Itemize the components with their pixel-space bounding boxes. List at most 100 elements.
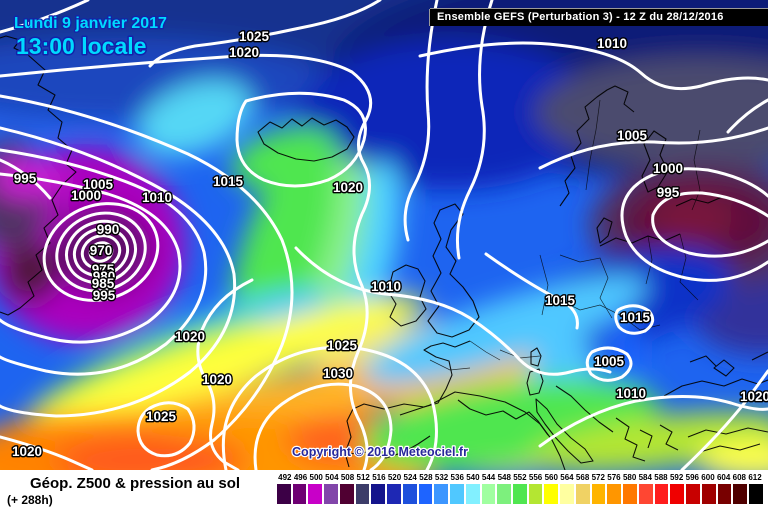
scale-tick: 560 xyxy=(544,473,558,482)
scale-cell xyxy=(670,484,685,504)
scale-tick: 516 xyxy=(372,473,386,482)
norway-coast xyxy=(559,85,635,207)
date-line2: 13:00 locale xyxy=(16,33,146,59)
scale-cell xyxy=(450,484,464,504)
pressure-label: 1015 xyxy=(545,293,576,308)
scale-tick: 492 xyxy=(278,473,292,482)
scale-tick: 576 xyxy=(607,473,621,482)
scale-cell xyxy=(277,484,291,504)
scale-cell xyxy=(749,484,763,504)
scale-tick: 608 xyxy=(732,473,746,482)
pressure-label: 1025 xyxy=(327,338,358,353)
black-sea-coast xyxy=(663,351,768,397)
south-spain-coast xyxy=(348,435,431,459)
scale-tick: 568 xyxy=(575,473,590,482)
coastlines xyxy=(0,35,768,470)
scale-cell xyxy=(591,484,606,504)
scale-tick: 536 xyxy=(450,473,464,482)
model-title: Ensemble GEFS (Perturbation 3) - 12 Z du… xyxy=(430,9,768,26)
scale-tick: 584 xyxy=(638,473,652,482)
colorbar: 492 496 500 504 508 512 516 520 524 528 532 536 540 5… xyxy=(277,473,763,504)
pressure-label: 1020 xyxy=(202,372,232,387)
pressure-label: 1010 xyxy=(597,36,627,51)
scale-cell xyxy=(292,484,307,504)
scale-cell xyxy=(355,484,370,504)
pressure-label: 1020 xyxy=(12,444,42,459)
scale-tick: 504 xyxy=(325,473,339,482)
scale-tick: 564 xyxy=(560,473,574,482)
date-line1: Lundi 9 janvier 2017 xyxy=(14,15,167,32)
scale-tick: 508 xyxy=(340,473,355,482)
scale-cell xyxy=(575,484,590,504)
pressure-label: 1010 xyxy=(616,386,646,401)
scale-cell xyxy=(528,484,543,504)
pressure-label: 1020 xyxy=(333,180,363,195)
corsica xyxy=(530,347,542,367)
scale-cell xyxy=(717,484,732,504)
scale-tick: 520 xyxy=(387,473,402,482)
scale-cell xyxy=(497,484,512,504)
scale-tick: 572 xyxy=(591,473,605,482)
scale-tick: 552 xyxy=(513,473,527,482)
north-africa-coast xyxy=(399,391,566,470)
scale-cell xyxy=(434,484,449,504)
scale-cell xyxy=(686,484,700,504)
pressure-label: 970 xyxy=(90,243,113,258)
legend-panel: Géop. Z500 & pression au sol (+ 288h) 49… xyxy=(0,470,768,512)
scale-cell xyxy=(387,484,401,504)
pressure-label: 1010 xyxy=(142,190,172,205)
pressure-label: 990 xyxy=(97,222,120,237)
scale-tick: 532 xyxy=(434,473,449,482)
scale-cell xyxy=(654,484,669,504)
scale-cell xyxy=(339,484,354,504)
turkey-coast xyxy=(687,427,768,453)
greece-coast xyxy=(615,417,679,462)
france-iberia-coast xyxy=(344,340,471,468)
ireland-coast xyxy=(387,264,427,327)
scale-cell xyxy=(544,484,559,504)
scale-tick: 512 xyxy=(356,473,370,482)
pressure-label: 975 xyxy=(92,262,115,277)
scale-tick: 544 xyxy=(481,473,496,482)
scale-tick: 500 xyxy=(309,473,323,482)
denmark-coast xyxy=(596,217,613,244)
scale-tick: 540 xyxy=(466,473,480,482)
gulf-of-bothnia xyxy=(641,130,669,193)
pressure-label: 1005 xyxy=(83,177,114,192)
scale-tick: 496 xyxy=(293,473,308,482)
pressure-contours xyxy=(0,0,768,470)
scale-cell xyxy=(308,484,323,504)
scale-tick: 592 xyxy=(669,473,684,482)
mediterranean-coast xyxy=(457,399,549,436)
pressure-label: 995 xyxy=(657,185,680,200)
baltic-coast xyxy=(599,196,723,247)
pressure-label: 1015 xyxy=(620,310,651,325)
colorbar-cells xyxy=(277,484,763,504)
scale-tick: 596 xyxy=(685,473,699,482)
pressure-label: 1030 xyxy=(323,366,353,381)
scale-cell xyxy=(623,484,637,504)
scale-cell xyxy=(607,484,622,504)
country-borders xyxy=(429,99,701,371)
scale-tick: 604 xyxy=(716,473,731,482)
adriatic-coast xyxy=(555,385,614,433)
scale-cell xyxy=(560,484,574,504)
scale-tick: 612 xyxy=(748,473,762,482)
scale-tick: 556 xyxy=(528,473,543,482)
scale-cell xyxy=(638,484,653,504)
scale-cell xyxy=(481,484,496,504)
pressure-label: 995 xyxy=(93,288,116,303)
sardinia xyxy=(526,368,544,396)
colorbar-ticks: 492 496 500 504 508 512 516 520 524 528 532 536 540 5… xyxy=(277,473,763,482)
pressure-label: 995 xyxy=(14,171,37,186)
great-britain-coast xyxy=(427,203,480,338)
legend-subtitle: (+ 288h) xyxy=(7,493,53,507)
scale-cell xyxy=(402,484,417,504)
scale-cell xyxy=(418,484,433,504)
scale-tick: 580 xyxy=(622,473,637,482)
pressure-label: 1020 xyxy=(175,329,205,344)
pressure-label: 1015 xyxy=(213,174,244,189)
scale-cell xyxy=(465,484,480,504)
